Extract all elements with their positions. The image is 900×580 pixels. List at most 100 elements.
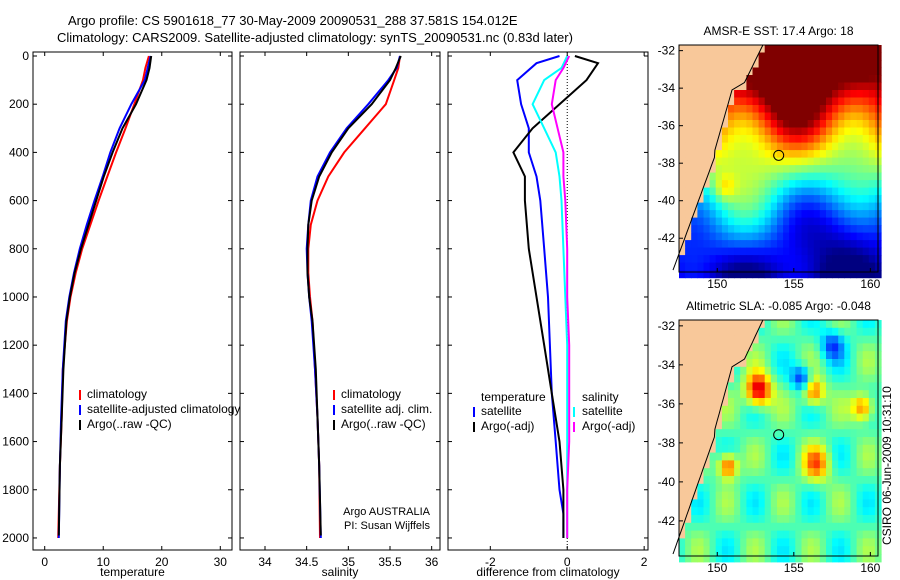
data-cell xyxy=(862,165,870,174)
data-cell xyxy=(715,538,723,547)
data-cell xyxy=(777,52,784,61)
data-cell xyxy=(801,460,809,469)
land-cell xyxy=(685,483,692,493)
data-cell xyxy=(807,444,815,454)
data-cell xyxy=(697,538,705,547)
land-cell xyxy=(709,52,717,61)
data-cell xyxy=(715,270,723,279)
data-cell xyxy=(758,499,766,508)
data-cell xyxy=(844,105,851,114)
land-cell xyxy=(697,135,705,144)
x-tick-label: 0 xyxy=(41,555,48,569)
data-cell xyxy=(819,507,827,516)
data-cell xyxy=(783,187,790,196)
data-cell xyxy=(709,499,717,508)
data-cell xyxy=(868,382,876,391)
data-cell xyxy=(740,522,747,532)
data-cell xyxy=(770,374,778,383)
data-cell xyxy=(740,255,747,264)
data-cell xyxy=(795,210,802,219)
data-cell xyxy=(764,97,772,106)
data-cell xyxy=(813,390,821,399)
series-line-argo-raw-qc- xyxy=(306,55,402,536)
data-cell xyxy=(844,530,851,539)
data-cell xyxy=(795,67,802,76)
data-cell xyxy=(862,413,870,422)
data-cell xyxy=(844,127,851,136)
land-cell xyxy=(691,67,698,76)
land-cell xyxy=(715,398,723,407)
data-cell xyxy=(813,112,821,121)
land-cell xyxy=(679,172,686,181)
data-cell xyxy=(752,499,760,508)
data-cell xyxy=(819,382,827,391)
data-cell xyxy=(850,45,858,54)
data-cell xyxy=(813,327,821,337)
data-cell xyxy=(844,499,851,508)
data-cell xyxy=(832,255,839,264)
land-cell xyxy=(691,97,698,106)
data-cell xyxy=(832,554,839,563)
data-cell xyxy=(850,444,858,454)
legend-title: salinity xyxy=(582,390,619,404)
data-cell xyxy=(740,390,747,399)
data-cell xyxy=(777,180,784,189)
data-cell xyxy=(819,351,827,360)
data-cell xyxy=(801,255,809,264)
data-cell xyxy=(783,437,790,446)
data-cell xyxy=(826,45,833,54)
data-cell xyxy=(721,405,729,415)
data-cell xyxy=(734,390,741,399)
data-cell xyxy=(715,255,723,264)
data-cell xyxy=(709,491,717,500)
x-axis-label: difference from climatology xyxy=(476,565,619,579)
data-cell xyxy=(795,554,802,563)
data-cell xyxy=(795,195,802,204)
data-cell xyxy=(826,202,833,211)
data-cell xyxy=(746,398,754,407)
land-cell xyxy=(691,127,698,136)
data-cell xyxy=(752,398,760,407)
data-cell xyxy=(807,327,815,337)
land-cell xyxy=(715,135,723,144)
series-line-salinity-satellite xyxy=(531,55,569,538)
land-cell xyxy=(697,444,705,454)
land-cell xyxy=(728,97,735,106)
data-cell xyxy=(801,217,809,226)
land-cell xyxy=(703,90,711,99)
data-cell xyxy=(807,165,815,174)
data-cell xyxy=(789,335,796,344)
data-cell xyxy=(826,97,833,106)
data-cell xyxy=(752,421,760,430)
land-cell xyxy=(715,67,723,76)
data-cell xyxy=(734,530,741,539)
land-cell xyxy=(685,150,692,159)
data-cell xyxy=(703,530,711,539)
data-cell xyxy=(728,142,735,151)
data-cell xyxy=(819,491,827,500)
data-cell xyxy=(777,82,784,91)
data-cell xyxy=(783,142,790,151)
data-cell xyxy=(807,195,815,204)
data-cell xyxy=(758,82,766,91)
data-cell xyxy=(801,82,809,91)
data-cell xyxy=(801,165,809,174)
data-cell xyxy=(758,335,766,344)
data-cell xyxy=(868,52,876,61)
data-cell xyxy=(758,202,766,211)
data-cell xyxy=(807,499,815,508)
data-cell xyxy=(801,135,809,144)
land-cell xyxy=(721,351,729,360)
x-tick-label: 35 xyxy=(342,555,356,569)
data-cell xyxy=(783,460,790,469)
land-cell xyxy=(758,45,766,54)
data-cell xyxy=(734,546,741,555)
land-cell xyxy=(691,476,698,485)
x-axis-label: salinity xyxy=(322,565,359,579)
land-cell xyxy=(691,382,698,391)
data-cell xyxy=(819,374,827,383)
data-cell xyxy=(764,150,772,159)
x-tick-label: 155 xyxy=(784,277,804,291)
data-cell xyxy=(801,437,809,446)
data-cell xyxy=(752,507,760,516)
